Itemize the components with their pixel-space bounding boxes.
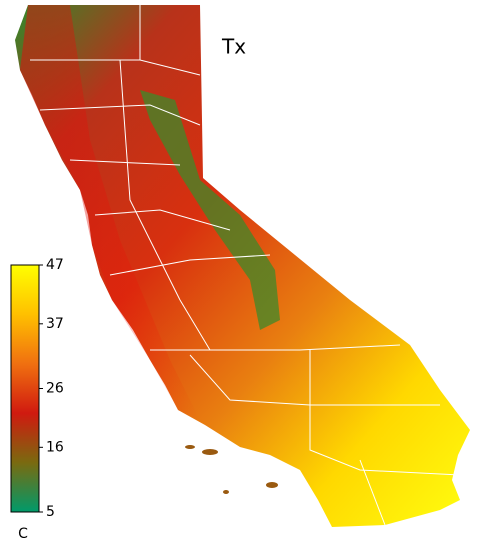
county-line [309, 350, 461, 476]
sierra-band [140, 90, 280, 330]
california [15, 5, 470, 527]
county-line [39, 104, 201, 126]
colorbar: 5 16 26 37 47 C [10, 257, 64, 542]
colorbar-tick-label: 47 [46, 257, 64, 273]
island [266, 482, 278, 488]
county-lines [30, 5, 461, 526]
county-line [94, 209, 231, 231]
map-title: Tx [221, 35, 246, 59]
island [202, 449, 218, 455]
county-line [359, 459, 386, 526]
colorbar-tick-label: 5 [46, 504, 55, 520]
county-line [109, 254, 271, 276]
colorbar-tick-label: 37 [46, 316, 64, 332]
county-line [69, 159, 181, 166]
colorbar-tick-label: 26 [46, 381, 64, 397]
county-line [150, 344, 401, 351]
colorbar-unit: C [18, 526, 28, 542]
island [223, 490, 229, 494]
islands [185, 445, 278, 494]
county-line [189, 354, 440, 406]
county-line [119, 5, 211, 351]
colorbar-tick-label: 16 [46, 439, 64, 455]
colorbar-box [10, 264, 40, 513]
island [185, 445, 195, 449]
